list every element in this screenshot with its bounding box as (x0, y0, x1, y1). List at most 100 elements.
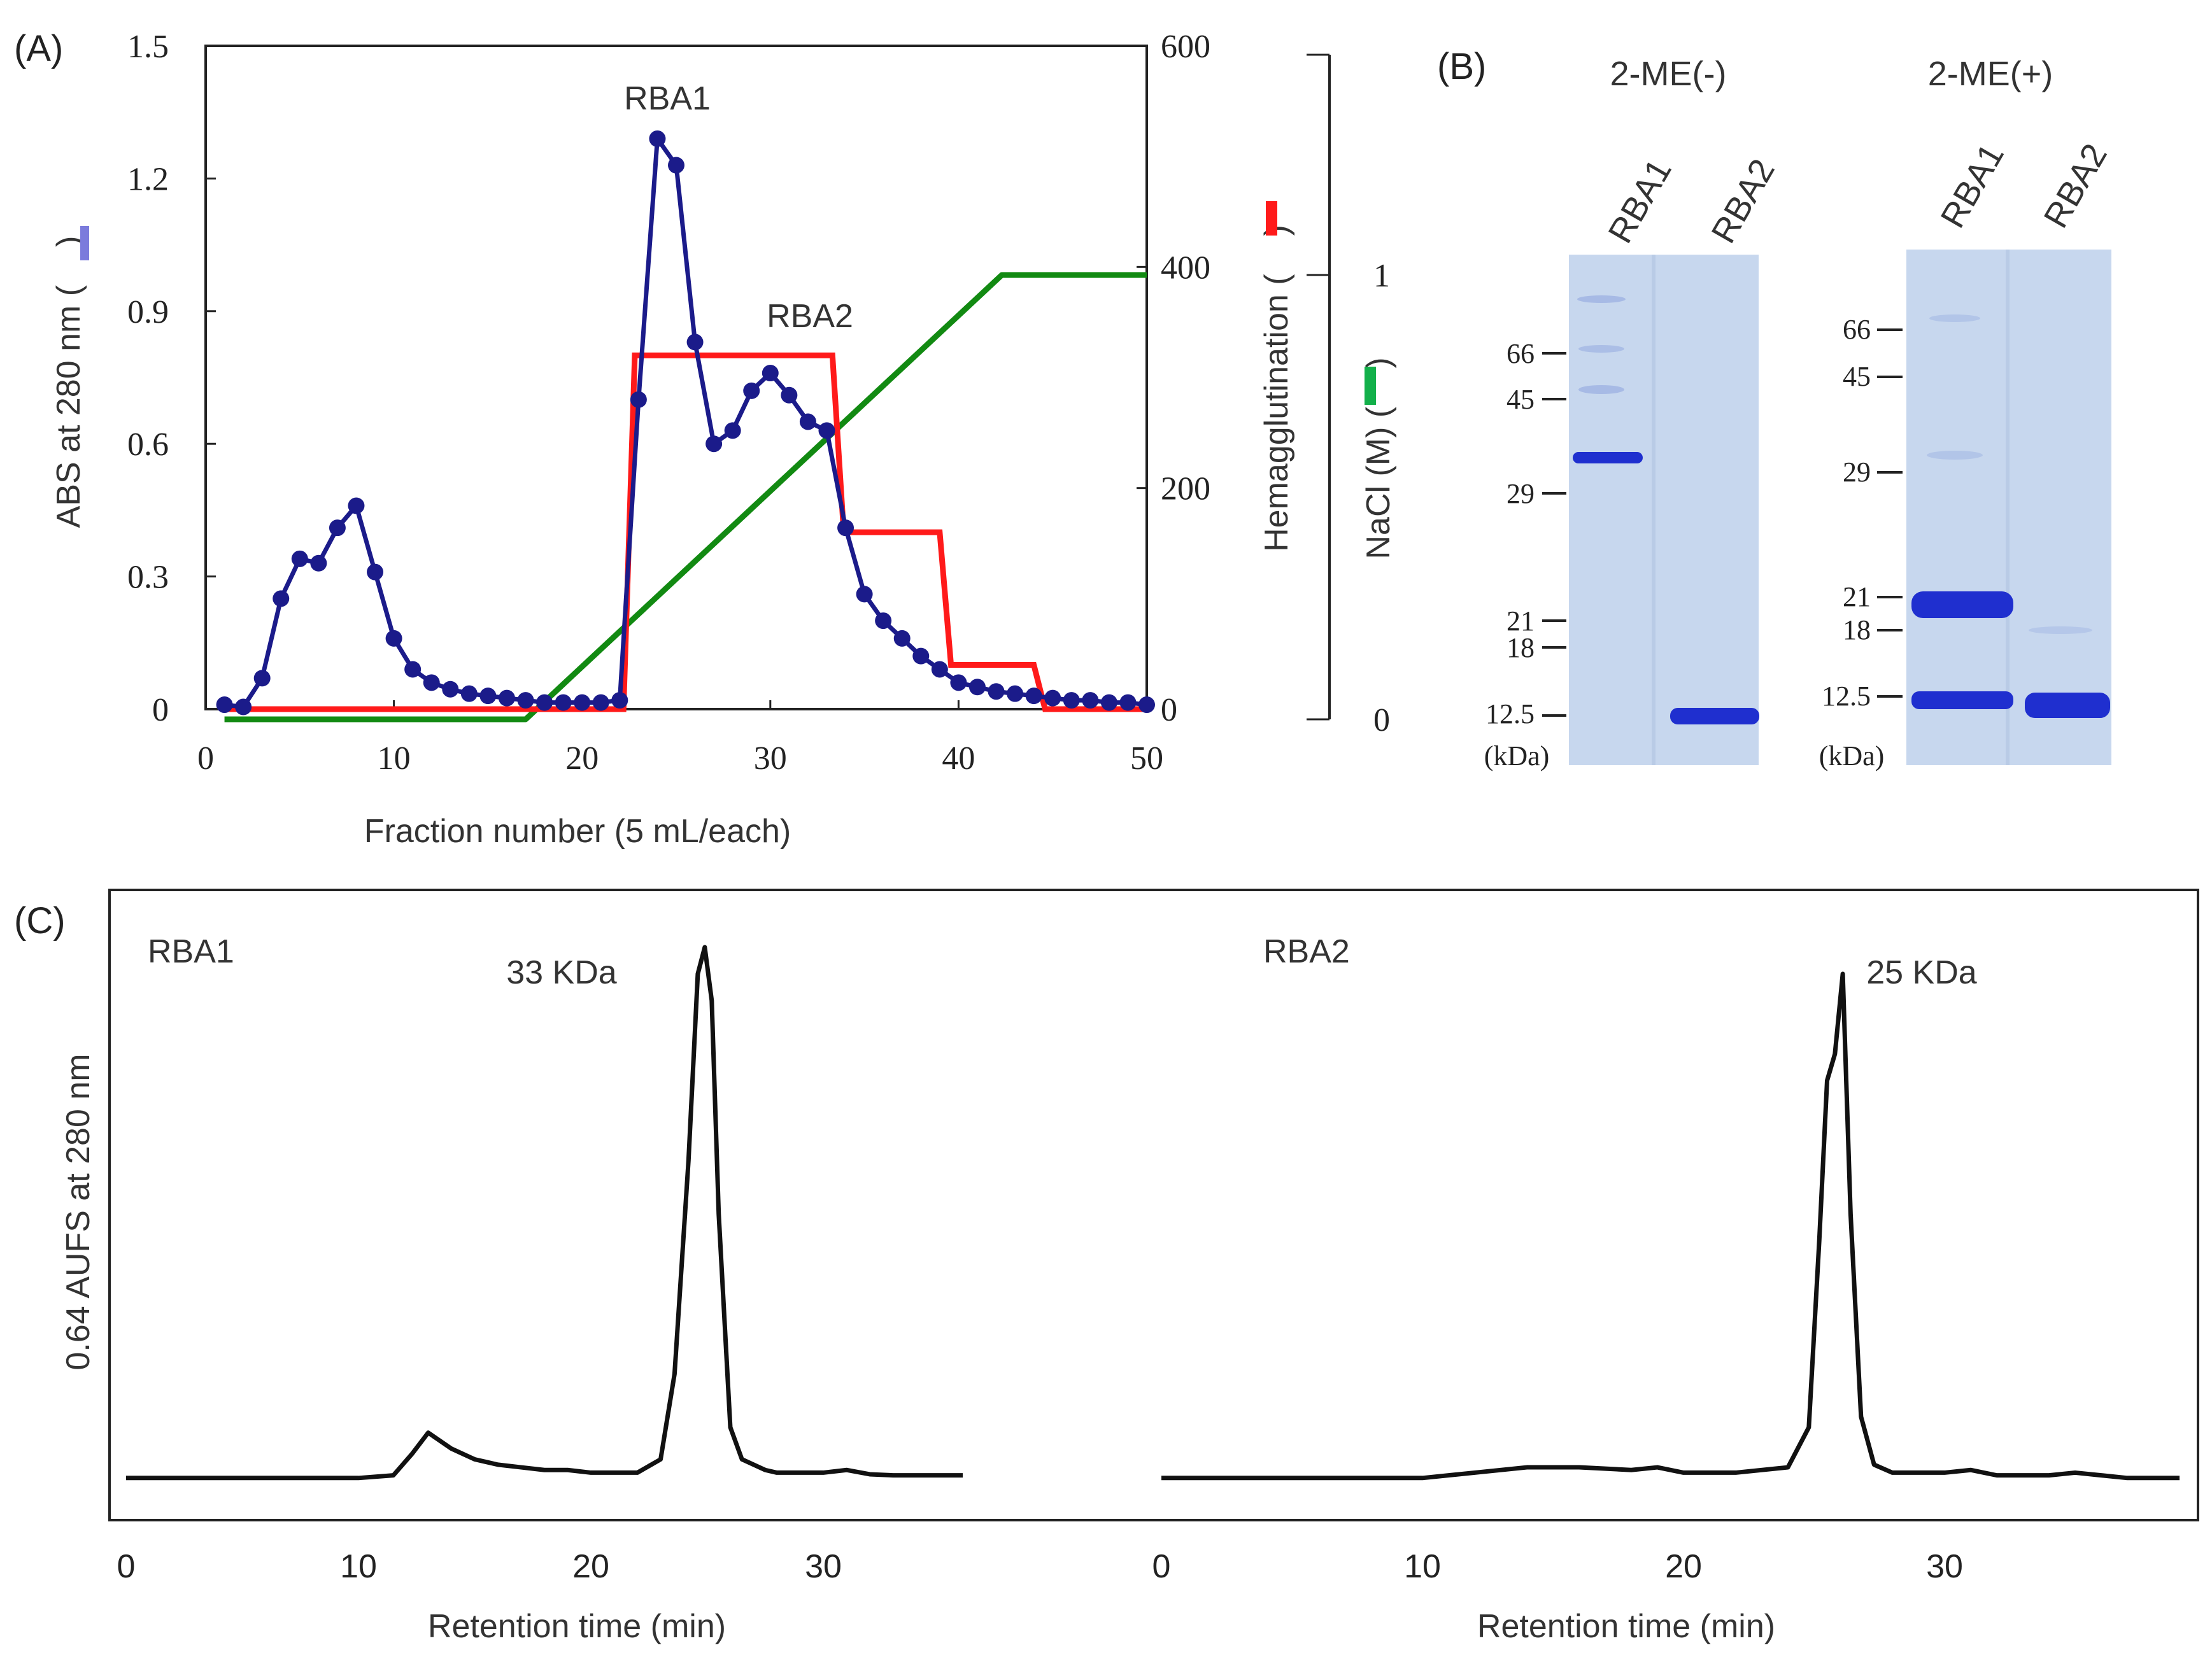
abs-point (856, 586, 873, 603)
svg-text:ABS at 280 nm (): ABS at 280 nm () (50, 236, 87, 528)
abs-point (1063, 692, 1080, 709)
nacl-legend-key (1365, 367, 1376, 405)
abs-point (950, 674, 967, 691)
abs-point (893, 630, 911, 647)
abs-point (1007, 685, 1024, 702)
abs-point (968, 679, 986, 696)
abs-point (988, 683, 1005, 700)
panel-a-nacl-axis-label: NaCl (M) () (1360, 357, 1397, 559)
abs-point (799, 413, 816, 430)
x-tick-label: 0 (1152, 1548, 1171, 1585)
abs-point (498, 689, 515, 707)
panel-a-label: (A) (14, 28, 63, 69)
gel-marker-labels: 66 45 29 21 18 12.5 (1822, 314, 1871, 712)
chromatogram-sample-label: RBA1 (148, 933, 234, 970)
marker-label: 21 (1843, 581, 1871, 612)
gel-lane-divider (1652, 255, 1655, 765)
marker-label: 45 (1843, 361, 1871, 392)
hemagglutination-legend-key (1266, 201, 1277, 236)
abs-point (479, 687, 497, 705)
abs-point (385, 630, 402, 647)
gel-band (1911, 691, 2013, 709)
panel-a-nacl-ticks: 01 (1307, 53, 1390, 738)
svg-text:NaCl (M) (): NaCl (M) () (1360, 357, 1397, 559)
gel-faint-band (1929, 314, 1980, 322)
abs-point (931, 661, 948, 678)
marker-label: 45 (1507, 384, 1535, 415)
gel-condition-label: 2-ME(+) (1928, 55, 2053, 93)
abs-point (1138, 696, 1155, 714)
gel-band (1911, 591, 2013, 618)
peak-label-rba1: RBA1 (624, 80, 711, 117)
chromatogram-x-axis-label: Retention time (min) (428, 1608, 726, 1645)
x-tick-label: 20 (1665, 1548, 1702, 1585)
y-tick-label: 0.9 (127, 294, 169, 330)
abs-point (273, 590, 290, 607)
chromatogram-peak-label: 25 KDa (1866, 954, 1977, 991)
y-tick-label: 200 (1161, 471, 1210, 507)
abs-point (1025, 687, 1042, 705)
marker-label: 18 (1507, 632, 1535, 663)
gel-band (1670, 708, 1759, 724)
gel-image (1569, 255, 1759, 765)
x-tick-label: 0 (197, 740, 214, 777)
panel-a-left-ticks: 0 0.3 0.6 0.9 1.2 1.5 (127, 29, 216, 728)
abs-point (724, 422, 741, 439)
y-tick-label: 0 (152, 692, 169, 728)
panel-a-frame (204, 45, 1148, 710)
x-tick-label: 30 (754, 740, 787, 777)
abs-point (574, 694, 591, 711)
gel-lane-divider (2006, 250, 2010, 765)
gel-condition-label: 2-ME(-) (1610, 55, 1727, 93)
gel-faint-band (1577, 295, 1626, 303)
abs-point (686, 334, 704, 351)
gel-faint-band (2029, 626, 2092, 634)
hem-label-text: Hemagglutination ( (1258, 274, 1295, 552)
chromatogram-trace (1161, 971, 2180, 1481)
panel-c-traces (126, 945, 2180, 1481)
abs-point (705, 435, 723, 453)
nacl-label-text: NaCl (M) ( (1360, 406, 1397, 559)
panel-b: (B) 2-ME(-) RBA1 RBA2 66 45 29 21 18 12.… (1437, 46, 2115, 772)
abs-point (762, 365, 779, 382)
chromatogram-sample-label: RBA2 (1263, 933, 1350, 970)
gel-unit-label: (kDa) (1819, 740, 1885, 772)
abs-point (875, 612, 892, 630)
x-tick-label: 10 (378, 740, 411, 777)
marker-label: 12.5 (1822, 680, 1871, 712)
panel-c: (C) 0.64 AUFS at 280 nm RBA1 33 KDa RBA2… (14, 889, 2199, 1645)
panel-a-hemagglutination-axis-label: Hemagglutination () (1258, 225, 1295, 552)
chromatogram-peak-label: 33 KDa (506, 954, 617, 991)
abs-point (291, 550, 308, 567)
x-tick-label: 40 (942, 740, 975, 777)
x-tick-label: 10 (1404, 1548, 1441, 1585)
gel-faint-band (1578, 385, 1624, 394)
abs-point (743, 382, 760, 399)
abs-point (1100, 694, 1117, 711)
y-tick-label: 1.5 (127, 29, 169, 65)
abs-label-close: ) (50, 236, 87, 247)
panel-a-left-axis-label: ABS at 280 nm () (50, 236, 87, 528)
gel-lane-label: RBA1 (1601, 153, 1679, 250)
y-tick-label: 1 (1373, 258, 1390, 294)
abs-line (224, 136, 1147, 710)
abs-point (1044, 689, 1061, 707)
panel-c-x-ticks: 0 10 20 30 0 10 20 30 (117, 1548, 1963, 1585)
abs-point (423, 674, 440, 691)
abs-point (668, 157, 684, 174)
marker-label: 29 (1843, 456, 1871, 488)
marker-label: 12.5 (1485, 698, 1535, 730)
panel-a-x-axis-label: Fraction number (5 mL/each) (364, 813, 791, 850)
y-tick-label: 0.3 (127, 560, 169, 596)
gel-2me-plus: 2-ME(+) RBA1 RBA2 66 45 29 21 18 12.5 (1819, 55, 2115, 772)
gel-lane-label: RBA2 (1704, 153, 1782, 250)
y-tick-label: 0.6 (127, 427, 169, 463)
x-tick-label: 30 (805, 1548, 842, 1585)
y-tick-label: 0 (1161, 692, 1177, 728)
panel-c-label: (C) (14, 900, 66, 941)
gel-marker-labels: 66 45 29 21 18 12.5 (1485, 338, 1535, 730)
panel-a: (A) 0 10 20 30 40 50 00.30.60.91.21.5 0200400… (14, 28, 1397, 850)
abs-point (818, 422, 835, 439)
x-tick-label: 0 (117, 1548, 136, 1585)
